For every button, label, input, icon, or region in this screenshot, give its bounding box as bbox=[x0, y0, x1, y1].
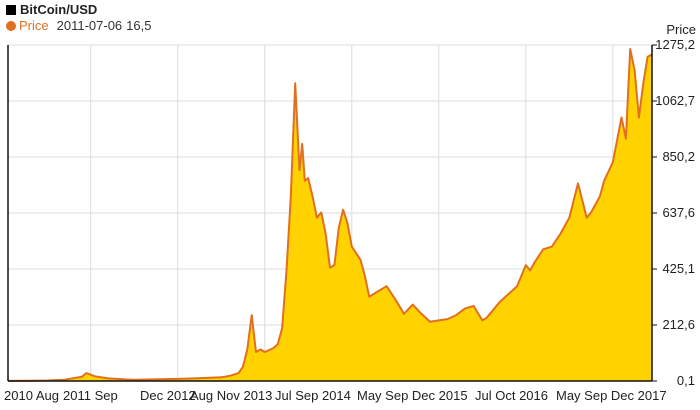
x-tick-label: Aug Nov 2013 bbox=[190, 388, 272, 403]
y-tick-label: 0,1 bbox=[677, 373, 695, 388]
title-square-icon bbox=[6, 4, 16, 15]
chart-title: BitCoin/USD bbox=[20, 2, 98, 17]
axes bbox=[7, 44, 657, 382]
y-tick-label: 1062,7 bbox=[655, 93, 695, 108]
tick-labels: 0,1 212,6 425,1 637,6 850,2 1062,7 1275,2Price… bbox=[4, 22, 696, 403]
x-tick-label: Jul Sep 2014 bbox=[275, 388, 351, 403]
price-area-fill bbox=[8, 49, 652, 381]
chart-title-row: BitCoin/USD bbox=[6, 2, 97, 17]
readout-value: 16,5 bbox=[126, 18, 152, 33]
y-tick-label: 425,1 bbox=[662, 261, 695, 276]
y-tick-label: 212,6 bbox=[662, 317, 695, 332]
legend-readout-row: Price 2011-07-06 16,5 bbox=[6, 18, 151, 33]
y-tick-label: 850,2 bbox=[662, 149, 695, 164]
series-dot-icon bbox=[6, 20, 16, 31]
legend-series-name: Price bbox=[19, 18, 49, 33]
x-tick-label: May Sep Dec 2015 bbox=[357, 388, 468, 403]
price-series-line bbox=[7, 48, 653, 382]
x-tick-label: May Sep Dec 2017 bbox=[556, 388, 667, 403]
x-tick-label: Jul Oct 2016 bbox=[475, 388, 548, 403]
x-tick-label: 2011 Sep bbox=[63, 388, 118, 403]
readout-date: 2011-07-06 bbox=[56, 18, 123, 33]
y-tick-label: 637,6 bbox=[662, 205, 695, 220]
series-area bbox=[7, 48, 653, 382]
y-axis-title: Price bbox=[666, 22, 696, 37]
x-tick-label: 2010 Aug bbox=[4, 388, 59, 403]
x-tick-label: Dec 2012 bbox=[140, 388, 196, 403]
y-tick-label: 1275,2 bbox=[655, 37, 695, 52]
